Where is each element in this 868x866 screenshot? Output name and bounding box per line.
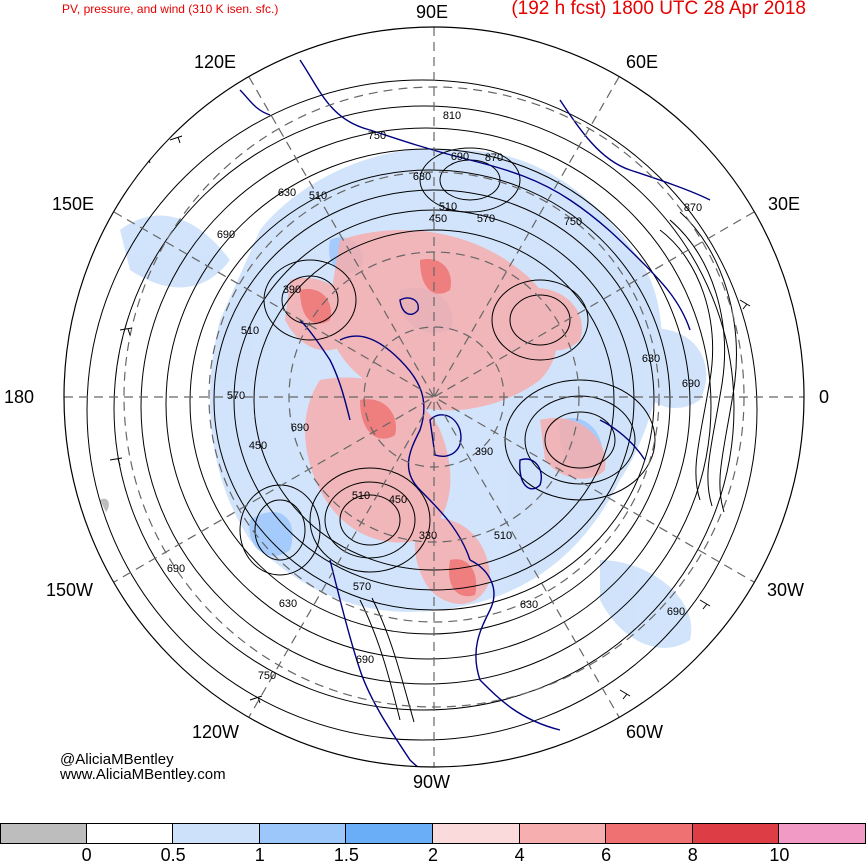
lon-label-90w: 90W [413,772,451,792]
contour-label: 750 [75,235,93,247]
colorbar-segment [0,823,87,844]
right-title: (192 h fcst) 1800 UTC 28 Apr 2018 [511,0,806,19]
colorbar-tick-label: 2 [427,845,439,865]
colorbar-tick-label: 0 [81,845,92,865]
contour-label: 390 [475,446,493,458]
contour-label: 570 [477,213,495,225]
pv-polar-map: 810 750 690 870 630 510 570 450 510 750 … [63,26,805,768]
colorbar-segment [259,823,347,844]
contour-label: 450 [249,440,267,452]
contour-label: 510 [309,190,327,202]
lon-label-120e: 120E [194,52,237,72]
colorbar-segment [173,823,260,844]
contour-label: 630 [520,599,538,611]
colorbar-segment [692,823,780,844]
contour-label: 690 [667,606,685,618]
left-title: PV, pressure, and wind (310 K isen. sfc.… [62,2,279,16]
contour-label: 690 [356,654,374,666]
colorbar-segment [346,823,433,844]
contour-label: 870 [485,152,503,164]
contour-label: 390 [283,284,301,296]
colorbar-tick-label: 1 [254,845,265,865]
contour-label: 510 [352,490,370,502]
contour-label: 330 [419,530,437,542]
lon-label-60e: 60E [626,52,659,72]
colorbar-segment [519,823,607,844]
colorbar-segment [779,823,866,844]
colorbar-segment [606,823,693,844]
lon-label-90e: 90E [416,2,449,22]
credit-handle: @AliciaMBentley [60,751,174,768]
contour-label: 450 [429,213,447,225]
contour-label: 630 [278,187,296,199]
lon-label-180: 180 [4,387,35,407]
contour-label: 690 [291,422,309,434]
lon-label-0: 0 [819,387,830,407]
contour-label: 690 [451,151,469,163]
contour-label: 510 [241,325,259,337]
lon-label-120w: 120W [192,722,240,742]
colorbar-tick-label: 4 [514,845,525,865]
contour-label: 810 [443,110,461,122]
contour-label: 630 [279,598,297,610]
coastlines [239,59,711,767]
contour-label: 690 [167,563,185,575]
lon-label-30w: 30W [767,580,805,600]
contour-label: 510 [494,530,512,542]
map-boundary [63,26,805,768]
contour-label: 750 [368,130,386,142]
colorbar-segment [433,823,520,844]
contour-label: 750 [564,216,582,228]
colorbar-tick-label: 1.5 [333,845,359,865]
contour-label: 690 [682,378,700,390]
colorbar-tick-label: 0.5 [160,845,186,865]
contour-label: 870 [684,202,702,214]
lon-label-150e: 150E [52,194,95,214]
colorbar-tick-label: 8 [687,845,698,865]
lon-label-150w: 150W [46,580,94,600]
lon-label-30e: 30E [768,194,801,214]
contour-label: 690 [217,229,235,241]
colorbar-tick-label: 10 [769,845,790,865]
colorbar-segment [86,823,174,844]
contour-label: 570 [227,390,245,402]
contour-label: 750 [258,670,276,682]
lon-label-60w: 60W [626,722,664,742]
contour-label: 450 [389,494,407,506]
credit-website: www.AliciaMBentley.com [60,766,226,783]
contour-label: 510 [439,201,457,213]
colorbar-tick-label: 6 [601,845,612,865]
contour-label: 630 [413,171,431,183]
pv-shading-grey [100,498,109,512]
contour-label: 570 [353,581,371,593]
latlon-grid [64,27,804,767]
contour-label: 630 [642,353,660,365]
